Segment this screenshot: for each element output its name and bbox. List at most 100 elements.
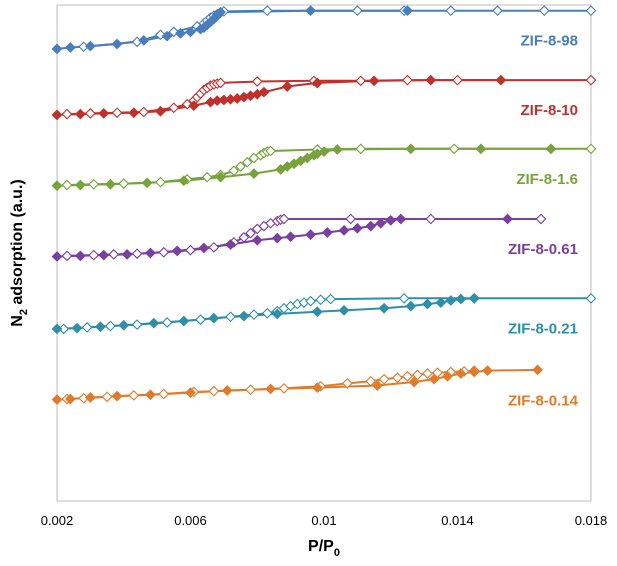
- desorption-point: [261, 5, 273, 17]
- series-label-zif-8-1-6: ZIF-8-1.6: [516, 171, 578, 188]
- adsorption-point: [175, 27, 186, 39]
- adsorption-point: [111, 38, 123, 50]
- adsorption-point: [248, 168, 260, 180]
- adsorption-point: [215, 171, 226, 183]
- adsorption-point: [455, 368, 467, 379]
- desorption-point: [195, 314, 206, 325]
- x-axis-title: P/P0: [308, 538, 340, 559]
- adsorption-point: [285, 231, 297, 243]
- desorption-point: [345, 213, 357, 225]
- desorption-point: [201, 171, 213, 183]
- desorption-point: [61, 108, 73, 120]
- desorption-point: [155, 176, 166, 188]
- adsorption-point: [321, 227, 333, 238]
- adsorption-point: [271, 232, 283, 244]
- adsorption-point: [311, 306, 323, 318]
- adsorption-point: [161, 30, 173, 42]
- adsorption-point: [305, 229, 317, 240]
- adsorption-point: [265, 383, 276, 395]
- desorption-point: [448, 143, 460, 155]
- adsorption-point: [74, 250, 86, 262]
- series-label-zif-8-10: ZIF-8-10: [520, 102, 578, 119]
- adsorption-point: [208, 312, 220, 324]
- adsorption-point: [405, 300, 417, 312]
- desorption-point: [235, 161, 246, 172]
- y-axis-title-main: N: [9, 315, 26, 327]
- adsorption-point: [51, 180, 63, 192]
- adsorption-point: [128, 107, 140, 119]
- adsorption-point: [185, 26, 196, 38]
- desorption-point: [398, 292, 410, 304]
- desorption-point: [585, 143, 597, 155]
- adsorption-point: [495, 74, 507, 86]
- desorption-point: [265, 145, 276, 157]
- adsorption-point: [331, 144, 343, 155]
- adsorption-point: [178, 175, 190, 187]
- desorption-point: [208, 385, 220, 397]
- desorption-point: [445, 5, 457, 17]
- desorption-point: [88, 178, 100, 190]
- series-zif-8-98: [51, 5, 597, 55]
- desorption-point: [215, 77, 226, 89]
- desorption-point: [538, 5, 550, 17]
- desorption-point: [158, 388, 170, 400]
- adsorption-point: [482, 365, 493, 377]
- adsorption-point: [372, 380, 383, 391]
- adsorption-point: [455, 293, 467, 305]
- adsorption-point: [111, 390, 123, 402]
- desorption-point: [245, 384, 256, 396]
- adsorption-point: [51, 394, 63, 406]
- series-label-zif-8-0-61: ZIF-8-0.61: [508, 241, 578, 258]
- adsorption-point: [105, 178, 116, 190]
- desorption-point: [315, 294, 327, 306]
- x-tick-label: 0.002: [41, 513, 74, 528]
- adsorption-point: [532, 364, 543, 376]
- desorption-point: [84, 108, 96, 119]
- desorption-point: [305, 295, 317, 307]
- adsorption-point: [51, 43, 63, 55]
- adsorption-point: [408, 376, 420, 388]
- x-tick-label: 0.018: [575, 513, 608, 528]
- x-axis-ticks: 0.002 0.006 0.01 0.014 0.018: [41, 513, 608, 528]
- series-zif-8-0-14: [51, 364, 543, 406]
- adsorption-point: [64, 393, 76, 405]
- desorption-point: [111, 107, 123, 119]
- desorption-point: [131, 248, 143, 260]
- adsorption-point: [428, 373, 440, 385]
- series-zif-8-0-21: [51, 292, 597, 335]
- adsorption-point: [405, 143, 417, 155]
- adsorption-point: [51, 323, 63, 335]
- adsorption-point: [215, 6, 226, 18]
- adsorption-point: [51, 109, 63, 121]
- desorption-point: [161, 317, 173, 328]
- x-axis-title-subscript: 0: [334, 547, 340, 559]
- desorption-point: [341, 377, 353, 389]
- adsorption-point: [185, 387, 196, 398]
- desorption-point: [61, 179, 73, 191]
- adsorption-point: [281, 81, 293, 92]
- desorption-point: [355, 143, 367, 155]
- adsorption-point: [378, 302, 390, 314]
- y-axis-title-subscript: 2: [18, 309, 30, 315]
- desorption-point: [228, 165, 240, 177]
- desorption-point: [168, 102, 180, 114]
- series-label-zif-8-0-14: ZIF-8-0.14: [508, 393, 579, 410]
- series-label-zif-8-98: ZIF-8-98: [520, 33, 578, 50]
- desorption-point: [392, 372, 403, 384]
- desorption-point: [245, 227, 256, 239]
- desorption-point: [248, 309, 260, 321]
- desorption-point: [118, 178, 130, 189]
- desorption-point: [61, 250, 73, 262]
- desorption-point: [351, 5, 363, 17]
- series-label-zif-8-0-21: ZIF-8-0.21: [508, 320, 578, 337]
- desorption-point: [108, 249, 120, 260]
- desorption-point: [425, 213, 437, 225]
- desorption-point: [81, 322, 93, 333]
- adsorption-point: [271, 308, 283, 320]
- adsorption-point: [155, 105, 166, 117]
- desorption-point: [422, 368, 433, 379]
- desorption-point: [452, 74, 463, 86]
- desorption-point: [585, 5, 597, 17]
